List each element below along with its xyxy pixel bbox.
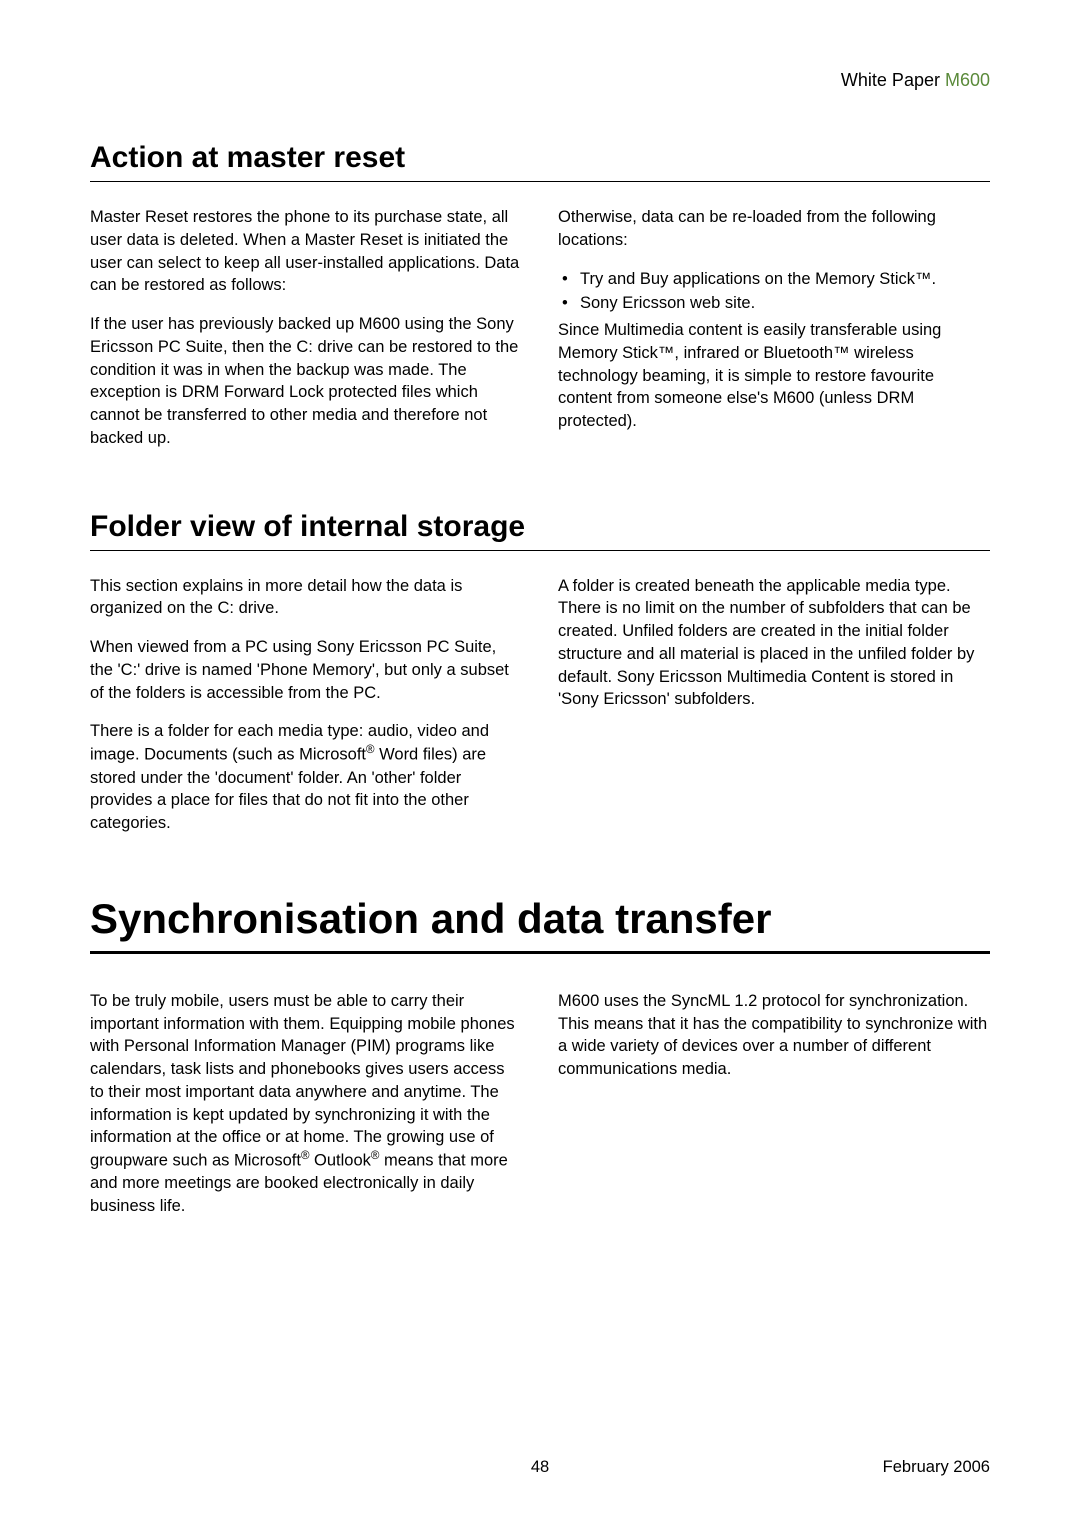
section-sync: Synchronisation and data transfer xyxy=(90,895,990,954)
section-master-reset: Action at master reset Master Reset rest… xyxy=(90,141,990,466)
list-item: Try and Buy applications on the Memory S… xyxy=(558,268,990,291)
paragraph: M600 uses the SyncML 1.2 protocol for sy… xyxy=(558,990,990,1081)
paragraph: Master Reset restores the phone to its p… xyxy=(90,206,522,297)
paragraph: When viewed from a PC using Sony Ericsso… xyxy=(90,636,522,704)
rule-thick xyxy=(90,951,990,954)
paragraph: Otherwise, data can be re-loaded from th… xyxy=(558,206,990,252)
columns: This section explains in more detail how… xyxy=(90,575,990,851)
columns: Master Reset restores the phone to its p… xyxy=(90,206,990,466)
paragraph: This section explains in more detail how… xyxy=(90,575,522,621)
paragraph: Since Multimedia content is easily trans… xyxy=(558,319,990,433)
rule xyxy=(90,550,990,551)
rule xyxy=(90,181,990,182)
text-run: Outlook xyxy=(309,1152,370,1170)
header-model: M600 xyxy=(945,70,990,90)
registered-icon: ® xyxy=(366,744,375,756)
column-left: To be truly mobile, users must be able t… xyxy=(90,990,522,1234)
column-left: This section explains in more detail how… xyxy=(90,575,522,851)
header-label: White Paper xyxy=(841,70,945,90)
column-right: M600 uses the SyncML 1.2 protocol for sy… xyxy=(558,990,990,1234)
column-right: Otherwise, data can be re-loaded from th… xyxy=(558,206,990,466)
heading-folder-view: Folder view of internal storage xyxy=(90,510,990,544)
heading-sync: Synchronisation and data transfer xyxy=(90,895,990,943)
paragraph: There is a folder for each media type: a… xyxy=(90,720,522,834)
footer-date: February 2006 xyxy=(883,1458,990,1477)
paragraph: To be truly mobile, users must be able t… xyxy=(90,990,522,1218)
column-right: A folder is created beneath the applicab… xyxy=(558,575,990,851)
list-item: Sony Ericsson web site. xyxy=(558,292,990,315)
paragraph: A folder is created beneath the applicab… xyxy=(558,575,990,712)
columns: To be truly mobile, users must be able t… xyxy=(90,990,990,1234)
column-left: Master Reset restores the phone to its p… xyxy=(90,206,522,466)
paragraph: If the user has previously backed up M60… xyxy=(90,313,522,450)
heading-master-reset: Action at master reset xyxy=(90,141,990,175)
bullet-list: Try and Buy applications on the Memory S… xyxy=(558,268,990,316)
page-footer: 48 February 2006 xyxy=(90,1458,990,1477)
page-number: 48 xyxy=(531,1458,549,1477)
page-header: White Paper M600 xyxy=(90,70,990,91)
text-run: To be truly mobile, users must be able t… xyxy=(90,992,515,1170)
section-folder-view: Folder view of internal storage This sec… xyxy=(90,510,990,851)
